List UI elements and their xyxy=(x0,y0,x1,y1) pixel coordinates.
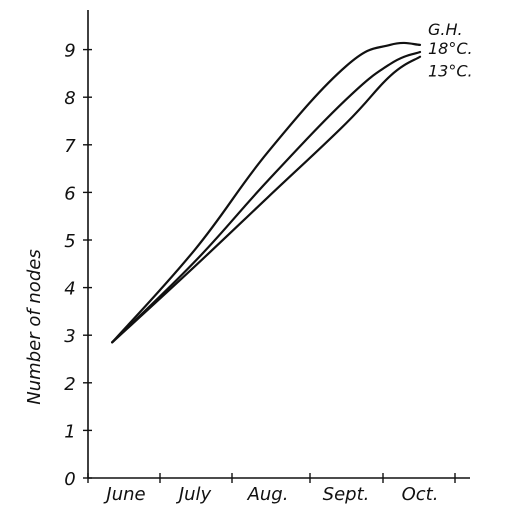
y-tick-label: 1 xyxy=(64,421,75,442)
y-tick-label: 3 xyxy=(64,326,75,347)
y-tick-label: 6 xyxy=(64,183,75,204)
series-label-1: 18°C. xyxy=(428,39,473,58)
series-label-2: 13°C. xyxy=(428,62,473,81)
x-tick-label: July xyxy=(176,484,212,505)
series-line-0 xyxy=(111,41,422,344)
y-tick-label: 2 xyxy=(64,374,75,395)
x-tick-label: Aug. xyxy=(247,484,289,505)
y-ticks: 0 1 2 3 4 5 6 7 8 9 xyxy=(64,41,92,490)
x-tick-label: Oct. xyxy=(402,484,439,505)
series-line-1 xyxy=(111,50,422,344)
y-axis-label: Number of nodes xyxy=(24,249,45,404)
x-tick-label: Sept. xyxy=(323,484,370,505)
series-label-0: G.H. xyxy=(428,20,463,39)
series-labels: G.H.18°C. 13°C. xyxy=(428,20,473,81)
y-tick-label: 0 xyxy=(64,469,75,490)
axes xyxy=(87,10,470,479)
y-tick-label: 8 xyxy=(64,88,75,109)
y-tick-label: 9 xyxy=(64,41,75,62)
y-tick-label: 5 xyxy=(64,231,75,252)
x-ticks: June July Aug. Sept. Oct. xyxy=(87,473,456,505)
x-tick-label: June xyxy=(103,484,145,505)
y-tick-label: 4 xyxy=(64,279,75,300)
y-tick-label: 7 xyxy=(64,136,76,157)
series-line-2 xyxy=(111,55,422,344)
series-lines xyxy=(111,41,422,344)
